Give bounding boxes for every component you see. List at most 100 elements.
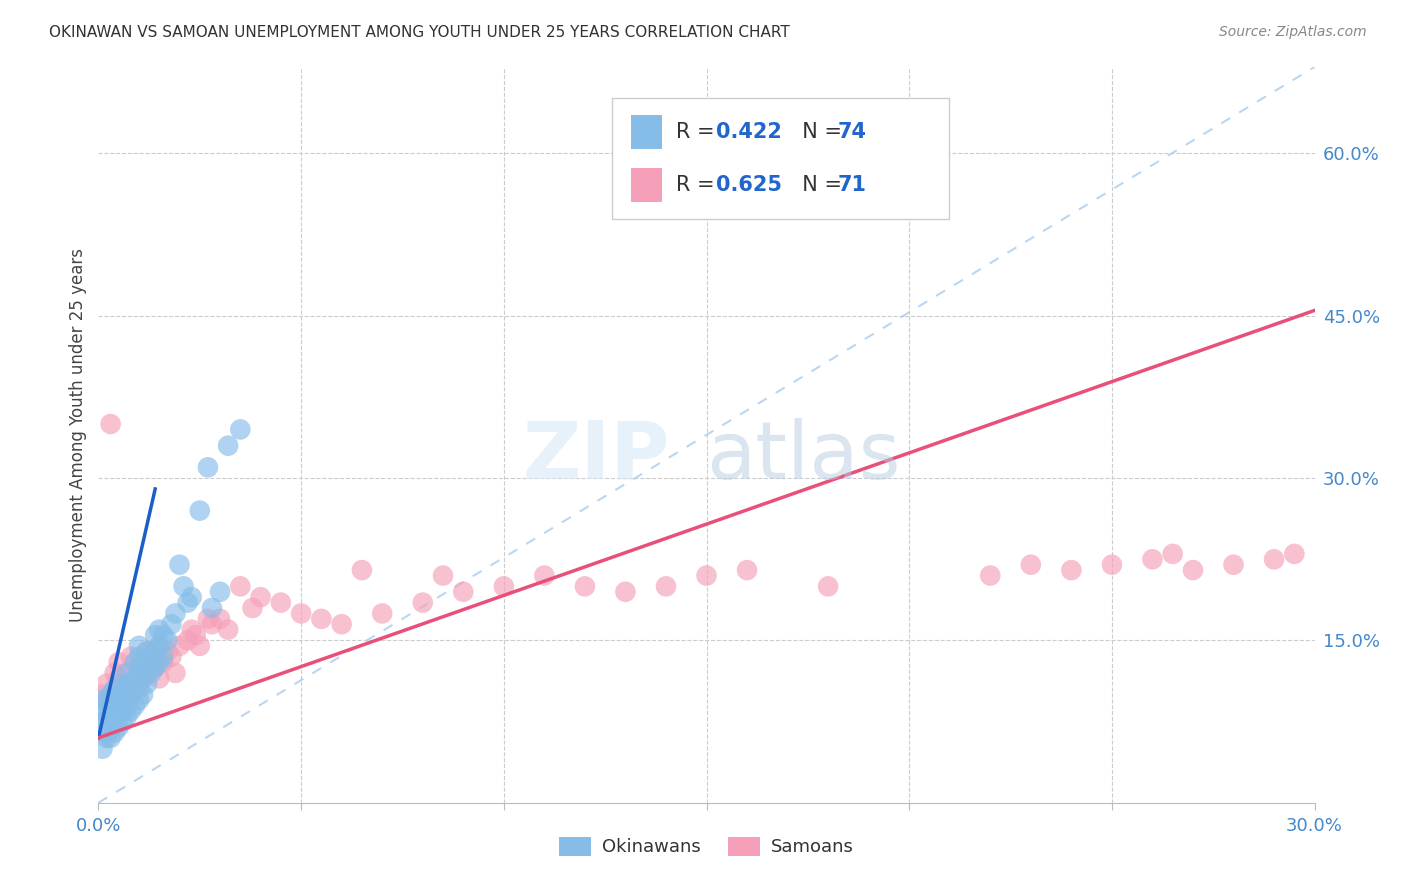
Text: 74: 74 xyxy=(838,122,868,142)
Point xyxy=(96,677,118,691)
Point xyxy=(120,649,142,664)
Point xyxy=(180,623,202,637)
Text: R =: R = xyxy=(676,122,721,142)
Point xyxy=(1142,552,1164,566)
Point xyxy=(696,568,718,582)
Point xyxy=(176,633,198,648)
Point xyxy=(124,655,146,669)
Point xyxy=(156,644,179,658)
Point xyxy=(104,725,127,739)
Point xyxy=(115,709,138,723)
Point xyxy=(124,698,146,713)
Point xyxy=(217,623,239,637)
Point xyxy=(176,596,198,610)
Legend: Okinawans, Samoans: Okinawans, Samoans xyxy=(551,830,862,863)
Point xyxy=(290,607,312,621)
Point xyxy=(1161,547,1184,561)
Point xyxy=(115,665,138,680)
Point xyxy=(107,671,129,685)
Point xyxy=(128,660,150,674)
Point xyxy=(120,688,142,702)
Point xyxy=(533,568,555,582)
Point xyxy=(111,682,134,697)
Point xyxy=(165,665,187,680)
Point xyxy=(197,612,219,626)
Point xyxy=(107,688,129,702)
Point xyxy=(837,125,859,139)
Point xyxy=(96,704,118,718)
Point xyxy=(201,617,224,632)
Point xyxy=(148,623,170,637)
Point xyxy=(128,665,150,680)
Point xyxy=(104,704,127,718)
Point xyxy=(124,677,146,691)
Point xyxy=(655,579,678,593)
Point xyxy=(188,639,211,653)
Point xyxy=(107,655,129,669)
Point xyxy=(111,714,134,729)
Point xyxy=(136,660,159,674)
Point xyxy=(432,568,454,582)
Point xyxy=(124,682,146,697)
Point xyxy=(136,665,159,680)
Text: Source: ZipAtlas.com: Source: ZipAtlas.com xyxy=(1219,25,1367,39)
Point xyxy=(128,649,150,664)
Point xyxy=(817,579,839,593)
Point xyxy=(91,714,114,729)
Point xyxy=(1019,558,1042,572)
Point xyxy=(160,617,183,632)
Text: 0.625: 0.625 xyxy=(716,175,782,194)
Point xyxy=(330,617,353,632)
Point xyxy=(148,655,170,669)
Point xyxy=(104,682,127,697)
Point xyxy=(1263,552,1285,566)
Point xyxy=(136,644,159,658)
Point xyxy=(100,709,122,723)
Point xyxy=(979,568,1001,582)
Point xyxy=(107,698,129,713)
Point xyxy=(96,714,118,729)
Point xyxy=(132,671,155,685)
Text: R =: R = xyxy=(676,175,721,194)
Point xyxy=(148,671,170,685)
Point xyxy=(115,677,138,691)
Text: N =: N = xyxy=(789,122,848,142)
Point xyxy=(143,628,166,642)
Point xyxy=(91,741,114,756)
Text: N =: N = xyxy=(789,175,848,194)
Point xyxy=(107,677,129,691)
Point xyxy=(104,714,127,729)
Point xyxy=(139,665,162,680)
Point xyxy=(96,731,118,745)
Point xyxy=(143,660,166,674)
Point xyxy=(143,644,166,658)
Point xyxy=(104,682,127,697)
Text: OKINAWAN VS SAMOAN UNEMPLOYMENT AMONG YOUTH UNDER 25 YEARS CORRELATION CHART: OKINAWAN VS SAMOAN UNEMPLOYMENT AMONG YO… xyxy=(49,25,790,40)
Point xyxy=(1101,558,1123,572)
Point xyxy=(100,688,122,702)
Point xyxy=(115,698,138,713)
Point xyxy=(148,639,170,653)
Point xyxy=(148,639,170,653)
Point xyxy=(128,693,150,707)
Point xyxy=(96,693,118,707)
Point xyxy=(107,720,129,734)
Point xyxy=(169,639,191,653)
Point xyxy=(100,698,122,713)
Point xyxy=(120,688,142,702)
Point xyxy=(100,731,122,745)
Text: 0.422: 0.422 xyxy=(716,122,782,142)
Point xyxy=(152,649,174,664)
Point xyxy=(111,677,134,691)
Text: atlas: atlas xyxy=(707,418,901,496)
Point xyxy=(201,601,224,615)
Point xyxy=(115,688,138,702)
Point xyxy=(492,579,515,593)
Point xyxy=(152,655,174,669)
Point xyxy=(371,607,394,621)
Point xyxy=(132,671,155,685)
Point xyxy=(184,628,207,642)
Point xyxy=(139,649,162,664)
Point xyxy=(270,596,292,610)
Point xyxy=(128,682,150,697)
